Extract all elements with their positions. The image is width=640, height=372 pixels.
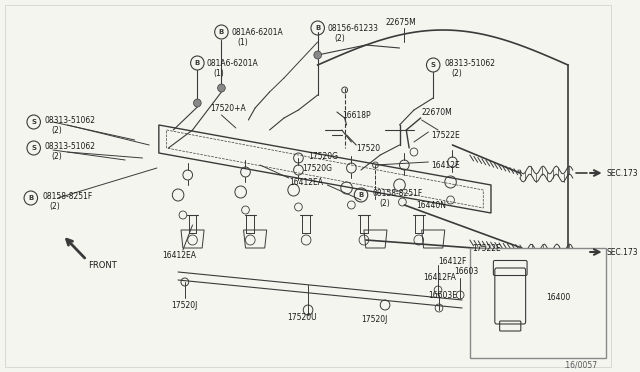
FancyBboxPatch shape [5, 5, 611, 367]
Text: FRONT: FRONT [88, 260, 117, 269]
Text: 16412EA: 16412EA [162, 250, 196, 260]
Text: 081A6-6201A: 081A6-6201A [231, 28, 283, 36]
Text: 17520J: 17520J [361, 315, 387, 324]
Text: 08313-51062: 08313-51062 [445, 58, 496, 67]
Circle shape [193, 99, 201, 107]
Text: 16603E: 16603E [428, 291, 458, 299]
Text: 08156-61233: 08156-61233 [327, 23, 378, 32]
Text: B: B [28, 195, 33, 201]
Text: 08313-51062: 08313-51062 [44, 141, 95, 151]
Text: (2): (2) [49, 202, 60, 211]
Text: B: B [195, 60, 200, 66]
Text: (2): (2) [334, 33, 345, 42]
Text: 17520+A: 17520+A [210, 103, 246, 112]
Text: 17520U: 17520U [287, 314, 317, 323]
Text: (2): (2) [451, 68, 462, 77]
Text: (1): (1) [238, 38, 248, 46]
Text: B: B [315, 25, 320, 31]
Text: (2): (2) [51, 125, 62, 135]
Text: SEC.173: SEC.173 [607, 247, 638, 257]
Text: 17522E: 17522E [472, 244, 500, 253]
Text: 16400: 16400 [546, 294, 570, 302]
FancyBboxPatch shape [470, 248, 607, 358]
Text: (1): (1) [214, 68, 225, 77]
Text: 08158-8251F: 08158-8251F [42, 192, 93, 201]
Text: 16618P: 16618P [342, 110, 371, 119]
Circle shape [218, 84, 225, 92]
Text: 08158-8251F: 08158-8251F [372, 189, 423, 198]
Text: B: B [358, 192, 364, 198]
Text: B: B [219, 29, 224, 35]
Text: S: S [431, 62, 436, 68]
Text: 22675M: 22675M [385, 17, 416, 26]
Text: 16412FA: 16412FA [424, 273, 456, 282]
Text: 16412F: 16412F [438, 257, 467, 266]
Text: 08313-51062: 08313-51062 [44, 115, 95, 125]
Text: 17520G: 17520G [308, 151, 338, 160]
Text: 17520J: 17520J [172, 301, 198, 310]
Text: 17520G: 17520G [302, 164, 332, 173]
Text: 17522E: 17522E [431, 131, 460, 140]
Text: 16412EA: 16412EA [289, 177, 323, 186]
Text: 16412E: 16412E [431, 160, 460, 170]
Text: 16603: 16603 [454, 267, 479, 276]
Text: (2): (2) [51, 151, 62, 160]
Text: 16440N: 16440N [416, 201, 446, 209]
Text: 17520: 17520 [356, 144, 380, 153]
Text: 22670M: 22670M [422, 108, 452, 116]
Text: SEC.173: SEC.173 [607, 169, 638, 177]
Circle shape [314, 51, 321, 59]
Text: (2): (2) [380, 199, 390, 208]
Text: .16/0057: .16/0057 [563, 360, 597, 369]
Text: S: S [31, 145, 36, 151]
Text: 081A6-6201A: 081A6-6201A [207, 58, 259, 67]
Text: S: S [31, 119, 36, 125]
